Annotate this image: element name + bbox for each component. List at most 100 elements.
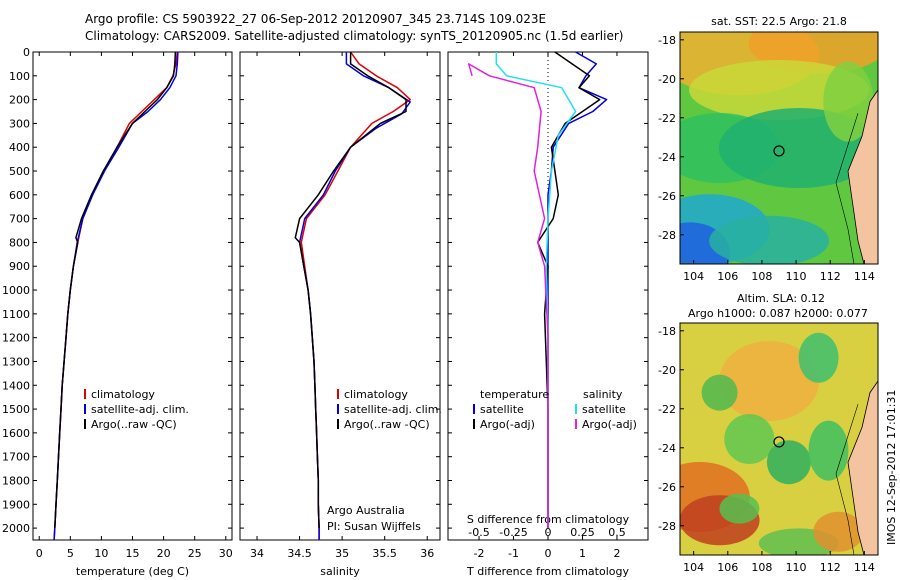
y-tick-label: 900 bbox=[9, 260, 30, 273]
map-y-tick-label: -24 bbox=[658, 151, 676, 164]
y-tick-label: 0 bbox=[23, 46, 30, 59]
map-x-tick-label: 104 bbox=[683, 270, 704, 283]
map-y-tick-label: -22 bbox=[658, 112, 676, 125]
x-axis-label: salinity bbox=[320, 565, 360, 578]
y-tick-label: 800 bbox=[9, 236, 30, 249]
series-line-3 bbox=[467, 63, 549, 529]
map-frame bbox=[679, 31, 879, 265]
map-blob bbox=[719, 341, 820, 421]
map-field bbox=[680, 323, 878, 555]
legend-label: climatology bbox=[344, 388, 408, 401]
map-x-tick-label: 110 bbox=[786, 561, 807, 574]
map-blob bbox=[798, 332, 839, 383]
y-tick-label: 1000 bbox=[2, 284, 30, 297]
map-y-tick-label: -28 bbox=[658, 520, 676, 533]
plot-frame bbox=[239, 51, 441, 541]
x-tick-label: 30 bbox=[219, 547, 233, 560]
map-x-tick-label: 104 bbox=[683, 561, 704, 574]
y-tick-label: 700 bbox=[9, 213, 30, 226]
map-blob bbox=[808, 420, 849, 481]
map-y-tick-label: -18 bbox=[658, 34, 676, 47]
figure-title-line1: Argo profile: CS 5903922_27 06-Sep-2012 … bbox=[85, 12, 546, 26]
y-tick-label: 1400 bbox=[2, 379, 30, 392]
legend-label: satellite-adj. clim. bbox=[344, 403, 442, 416]
x-tick-label: 1 bbox=[579, 547, 586, 560]
legend-label: Argo(-adj) bbox=[582, 418, 637, 431]
legend-label: satellite bbox=[480, 403, 524, 416]
y-tick-label: 200 bbox=[9, 94, 30, 107]
x-tick-label: 34.5 bbox=[287, 547, 312, 560]
y-tick-label: 1200 bbox=[2, 332, 30, 345]
legend-label: satellite bbox=[582, 403, 626, 416]
sst-map: 104 106 108 110 112 114 -18 -20 -22 -24 -26 -28 bbox=[658, 31, 879, 283]
map-blob bbox=[701, 374, 738, 411]
y-tick-label: 600 bbox=[9, 189, 30, 202]
y-tick-label: 1500 bbox=[2, 403, 30, 416]
x-tick-label: 25 bbox=[188, 547, 202, 560]
x-axis-label: T difference from climatology bbox=[466, 565, 629, 578]
s-tick-label: -0.25 bbox=[499, 526, 527, 539]
y-tick-label: 400 bbox=[9, 141, 30, 154]
map-y-tick-label: -20 bbox=[658, 364, 676, 377]
map-x-tick-label: 112 bbox=[820, 561, 841, 574]
x-tick-label: 34 bbox=[250, 547, 264, 560]
sst-map-title: sat. SST: 22.5 Argo: 21.8 bbox=[711, 15, 847, 28]
x-tick-label: 36 bbox=[420, 547, 434, 560]
x-tick-label: 2 bbox=[613, 547, 620, 560]
x-tick-label: 5 bbox=[67, 547, 74, 560]
map-blob bbox=[813, 511, 864, 552]
map-x-tick-label: 106 bbox=[717, 270, 738, 283]
sla-map-title-line1: Altim. SLA: 0.12 bbox=[737, 292, 825, 305]
legend-title-temperature: temperature bbox=[480, 388, 549, 401]
series-line-2 bbox=[294, 52, 407, 529]
x-tick-label: 35 bbox=[335, 547, 349, 560]
land-polygon bbox=[847, 89, 878, 264]
s-tick-label: 0 bbox=[545, 526, 552, 539]
x-tick-label: 0 bbox=[36, 547, 43, 560]
map-x-tick-label: 110 bbox=[786, 270, 807, 283]
x-tick-label: -1 bbox=[508, 547, 519, 560]
y-tick-label: 500 bbox=[9, 165, 30, 178]
y-tick-label: 1600 bbox=[2, 427, 30, 440]
x-tick-label: 0 bbox=[545, 547, 552, 560]
argo-position-marker bbox=[773, 145, 785, 157]
map-x-tick-label: 114 bbox=[854, 561, 875, 574]
legend-label: Argo(-adj) bbox=[480, 418, 535, 431]
plot-frame bbox=[32, 51, 233, 541]
x-tick-label: -2 bbox=[474, 547, 485, 560]
map-x-tick-label: 112 bbox=[820, 270, 841, 283]
x-tick-label: 35.5 bbox=[372, 547, 397, 560]
salinity-panel: 34 34.5 35 35.5 36 salinity climatology satelli… bbox=[239, 51, 442, 578]
map-x-tick-label: 106 bbox=[717, 561, 738, 574]
x-tick-label: 15 bbox=[126, 547, 140, 560]
map-y-tick-label: -28 bbox=[658, 229, 676, 242]
map-blob bbox=[709, 215, 830, 264]
temperature-panel: 0100200300400500600700800900100011001200… bbox=[2, 46, 233, 578]
y-tick-label: 1700 bbox=[2, 451, 30, 464]
map-blob bbox=[719, 493, 760, 524]
timestamp-label: IMOS 12-Sep-2012 17:01:31 bbox=[885, 390, 898, 545]
legend-label: climatology bbox=[91, 388, 155, 401]
y-tick-label: 1800 bbox=[2, 474, 30, 487]
map-y-tick-label: -20 bbox=[658, 73, 676, 86]
map-y-tick-label: -24 bbox=[658, 442, 676, 455]
legend-label: Argo(..raw -QC) bbox=[344, 418, 430, 431]
y-tick-label: 1300 bbox=[2, 355, 30, 368]
map-blob bbox=[724, 414, 775, 464]
s-tick-label: 0.25 bbox=[570, 526, 595, 539]
map-y-tick-label: -22 bbox=[658, 403, 676, 416]
legend-title-salinity: salinity bbox=[583, 388, 623, 401]
map-y-tick-label: -26 bbox=[658, 481, 676, 494]
annotation-line2: PI: Susan Wijffels bbox=[327, 520, 421, 533]
x-tick-label: 10 bbox=[94, 547, 108, 560]
argo-position-marker bbox=[773, 436, 785, 448]
legend-label: Argo(..raw -QC) bbox=[91, 418, 177, 431]
map-x-tick-label: 108 bbox=[751, 270, 772, 283]
land-polygon bbox=[847, 380, 878, 555]
bathymetry-contour bbox=[835, 113, 859, 264]
map-x-tick-label: 108 bbox=[751, 561, 772, 574]
map-x-tick-label: 114 bbox=[854, 270, 875, 283]
annotation-line1: Argo Australia bbox=[327, 504, 405, 517]
